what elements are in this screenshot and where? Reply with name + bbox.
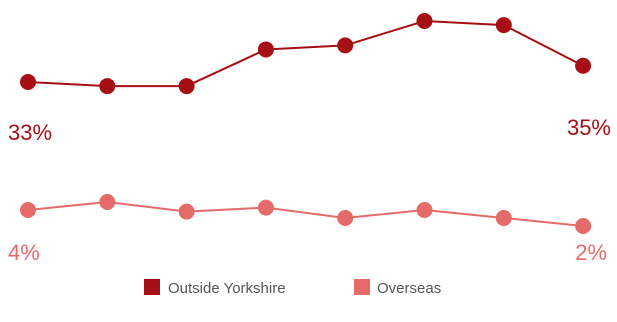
series-2-start-label: 4% (8, 240, 40, 265)
series-2-end-label: 2% (575, 240, 607, 265)
series-1-end-label: 35% (567, 115, 611, 140)
legend-label-outside-yorkshire: Outside Yorkshire (168, 280, 286, 297)
legend-label-overseas: Overseas (377, 280, 441, 297)
data-point-s2-5[interactable] (337, 210, 354, 226)
data-point-s1-7[interactable] (495, 17, 512, 34)
data-point-s2-4[interactable] (257, 199, 274, 216)
data-point-s2-3[interactable] (178, 203, 195, 220)
legend-swatch-overseas (354, 279, 370, 295)
series-1-start-label: 33% (8, 120, 52, 145)
data-point-s1-3[interactable] (178, 78, 195, 95)
data-point-s2-1[interactable] (20, 202, 36, 218)
data-point-s2-8[interactable] (575, 218, 592, 234)
series-layer (20, 13, 592, 234)
data-point-s1-8[interactable] (575, 57, 592, 74)
data-point-s1-4[interactable] (257, 41, 274, 58)
end-labels: 33% 35% 4% 2% (8, 115, 611, 265)
series-line-2 (27, 200, 584, 227)
data-point-s2-6[interactable] (416, 202, 433, 218)
data-point-s1-1[interactable] (20, 74, 36, 90)
legend: Outside Yorkshire Overseas (144, 279, 441, 297)
data-point-s2-7[interactable] (495, 210, 512, 226)
data-point-s1-6[interactable] (416, 13, 433, 29)
data-point-s2-2[interactable] (99, 194, 116, 210)
legend-swatch-outside-yorkshire (144, 279, 160, 295)
data-point-s1-5[interactable] (337, 37, 354, 54)
data-point-s1-2[interactable] (99, 78, 116, 95)
series-line-1 (27, 19, 584, 88)
